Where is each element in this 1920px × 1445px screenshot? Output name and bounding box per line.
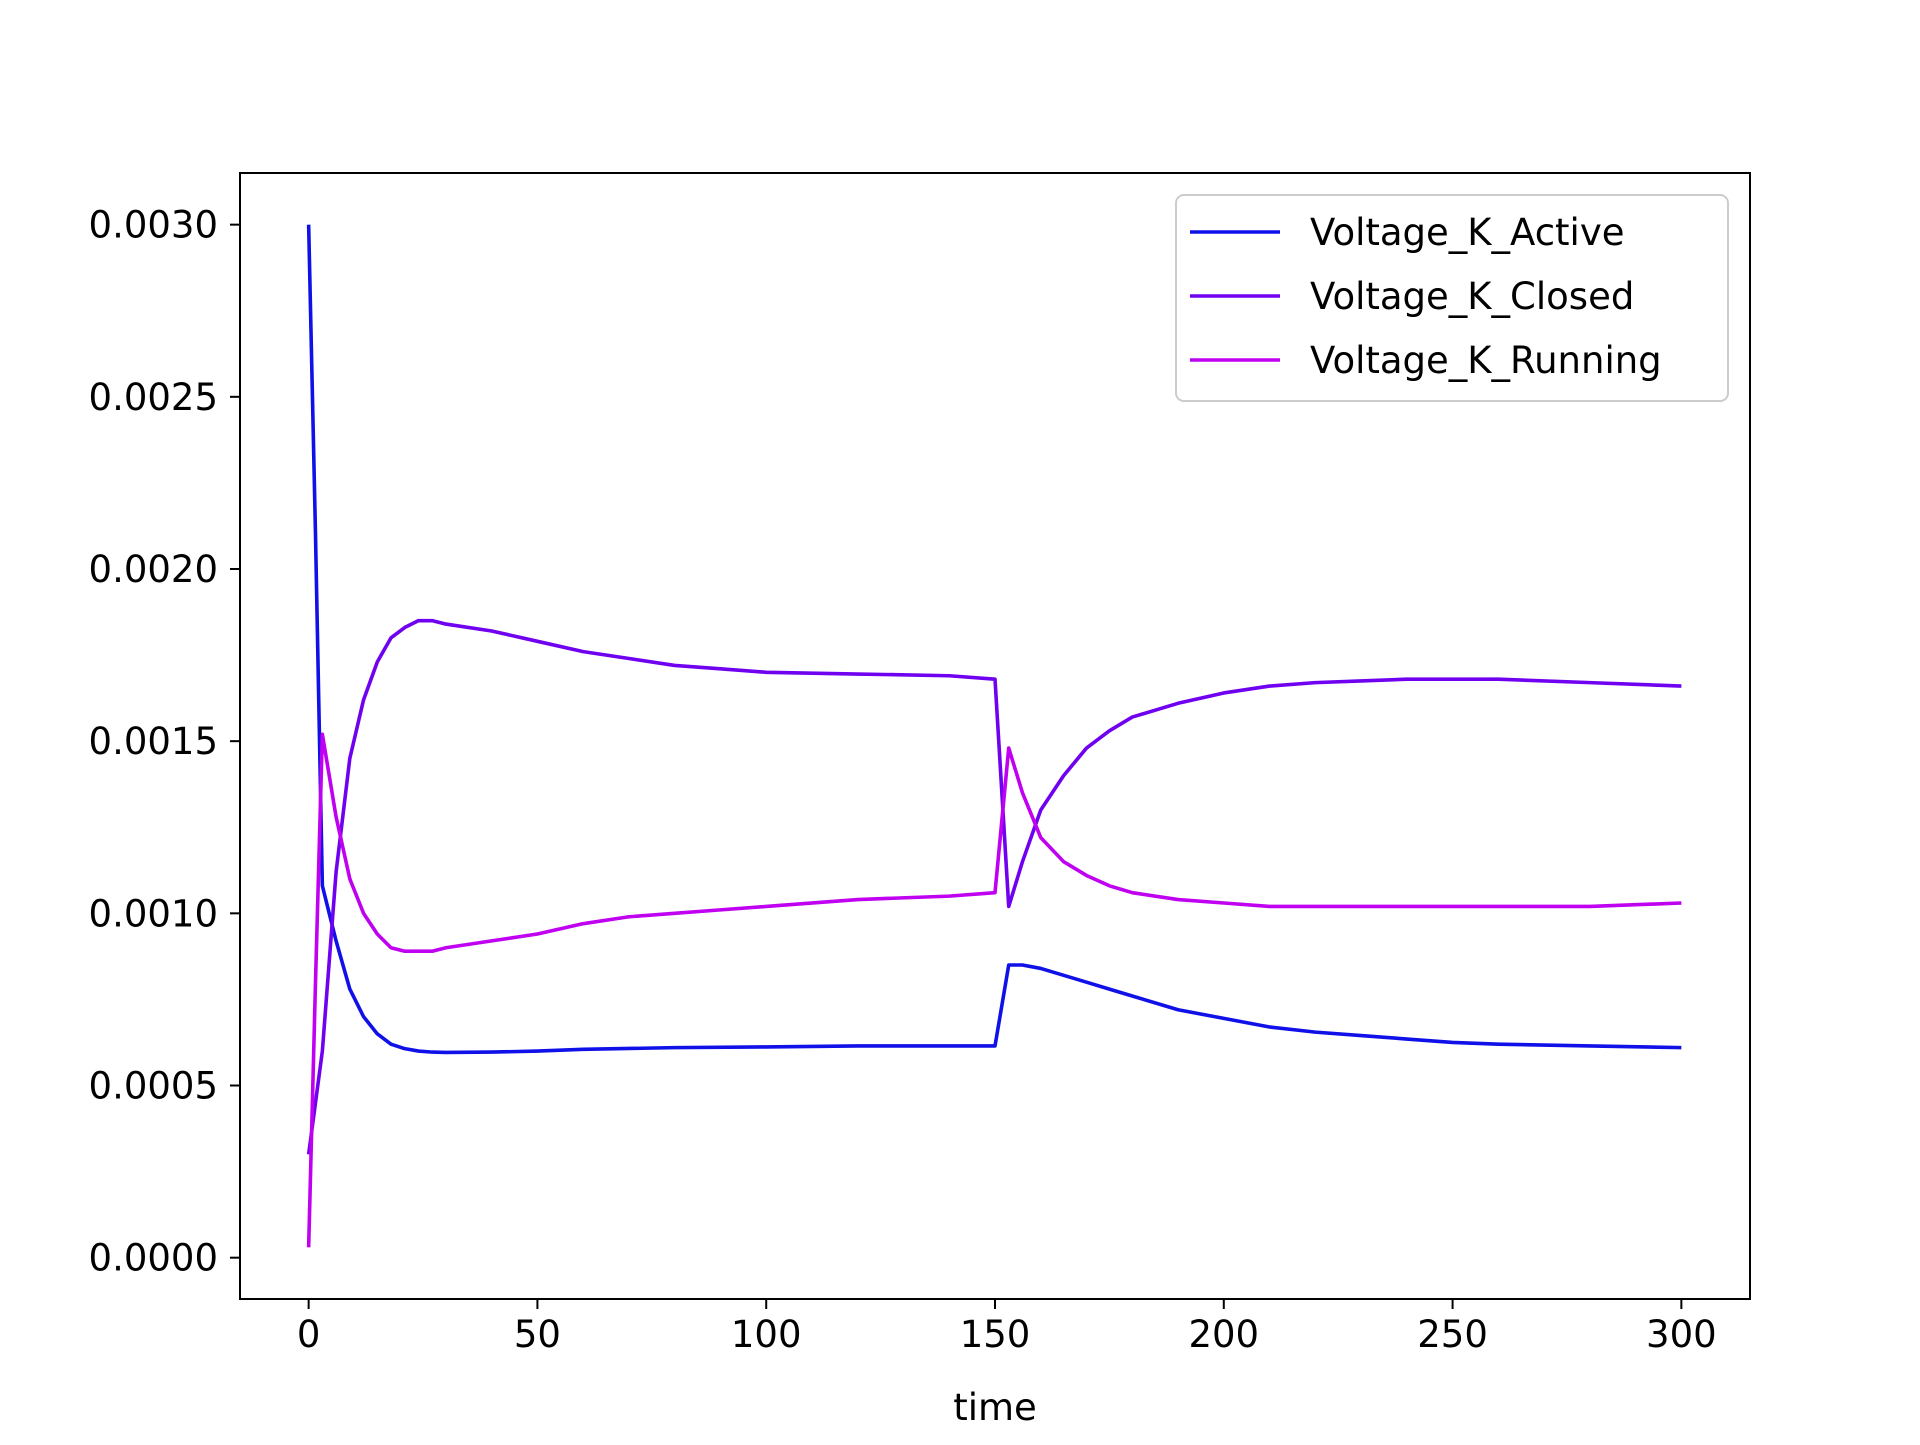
x-tick-label-3: 150 <box>960 1313 1031 1356</box>
legend-label-0: Voltage_K_Active <box>1310 211 1625 254</box>
x-tick-label-2: 100 <box>731 1313 802 1356</box>
y-tick-label-4: 0.0020 <box>89 548 218 591</box>
x-axis-label: time <box>953 1386 1037 1429</box>
series-line-2 <box>306 732 1682 1248</box>
y-tick-label-6: 0.0030 <box>89 204 218 247</box>
series-line-0 <box>306 224 1682 1055</box>
y-tick-label-5: 0.0025 <box>89 376 218 419</box>
x-tick-label-5: 250 <box>1417 1313 1488 1356</box>
x-axis-ticks: 0 50 100 150 200 250 300 <box>297 1299 1717 1356</box>
y-axis-ticks: 0.0000 0.0005 0.0010 0.0015 0.0020 0.0025 0.00… <box>89 204 240 1280</box>
x-tick-label-4: 200 <box>1188 1313 1259 1356</box>
y-tick-label-0: 0.0000 <box>89 1237 218 1280</box>
y-tick-label-1: 0.0005 <box>89 1065 218 1108</box>
x-tick-label-0: 0 <box>297 1313 321 1356</box>
y-tick-label-3: 0.0015 <box>89 720 218 763</box>
x-tick-label-1: 50 <box>514 1313 561 1356</box>
x-tick-label-6: 300 <box>1646 1313 1717 1356</box>
y-tick-label-2: 0.0010 <box>89 892 218 935</box>
legend-label-1: Voltage_K_Closed <box>1310 275 1634 318</box>
series-lines <box>306 224 1682 1248</box>
series-line-1 <box>306 618 1682 1155</box>
legend-box <box>1175 194 1729 402</box>
legend: Voltage_K_Active Voltage_K_Closed Voltage_… <box>1175 194 1729 402</box>
legend-label-2: Voltage_K_Running <box>1310 339 1662 382</box>
